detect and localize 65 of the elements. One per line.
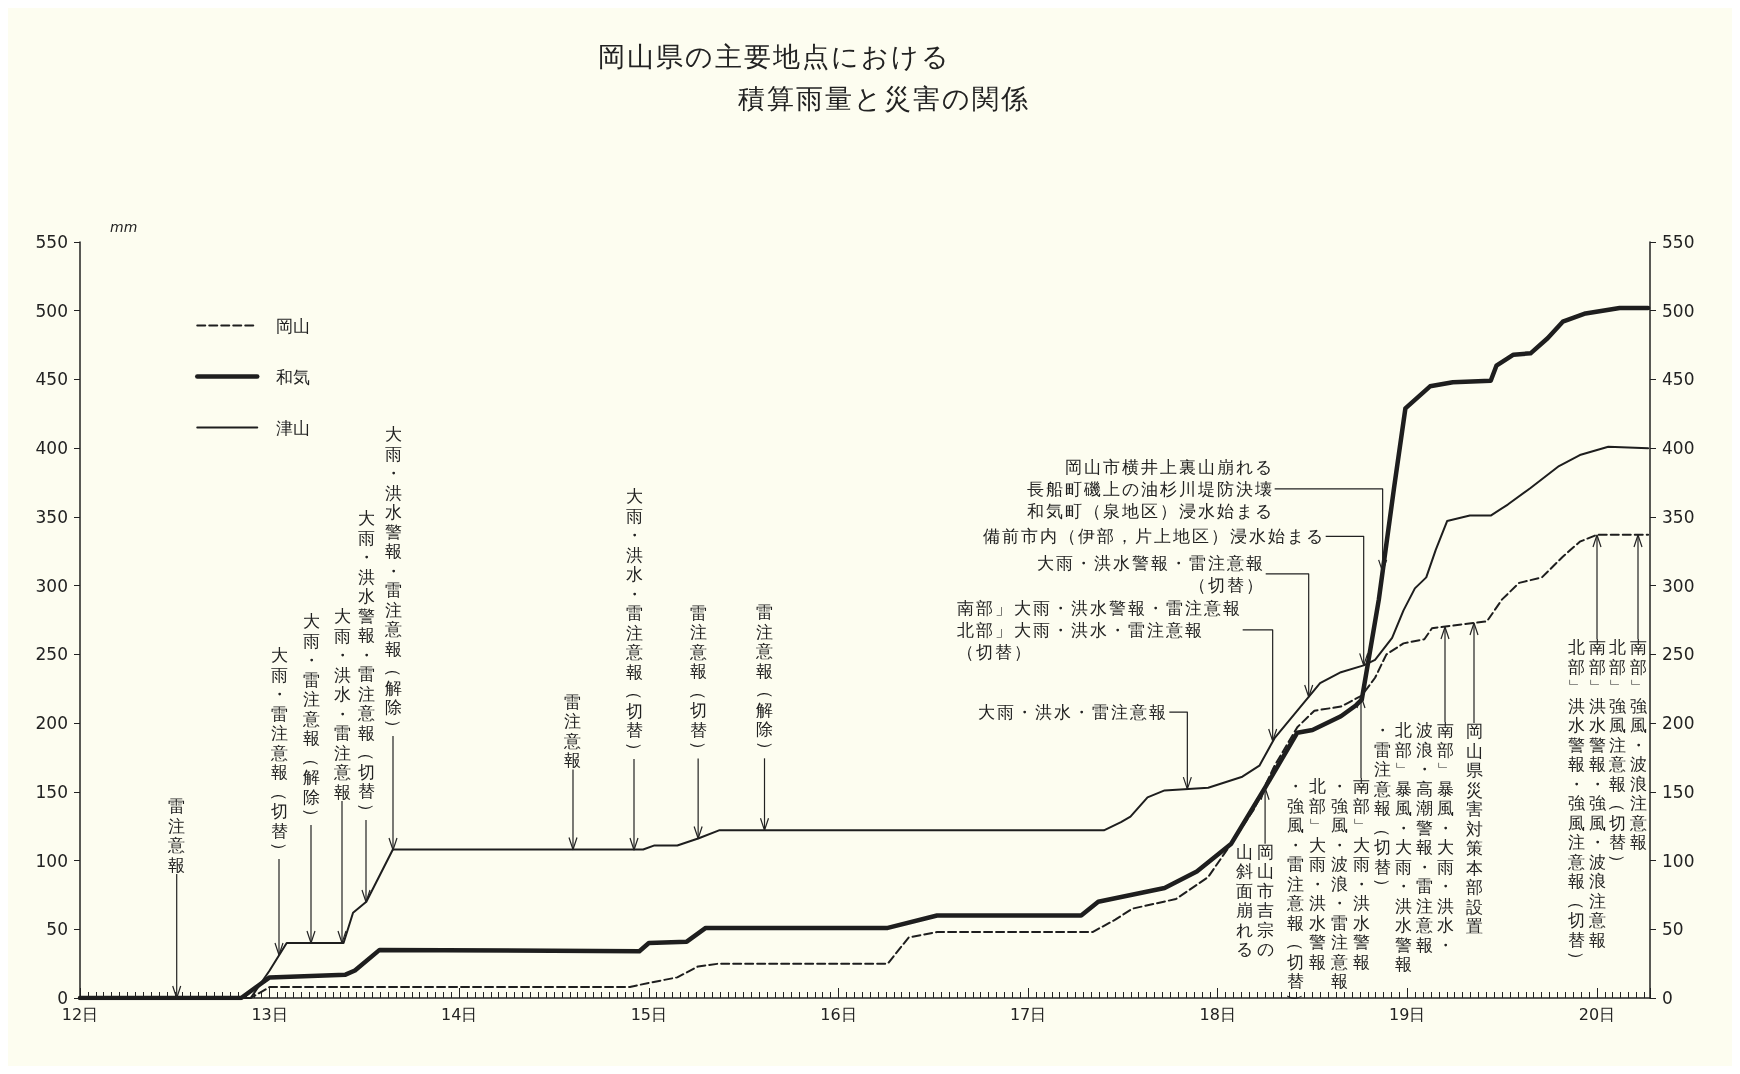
y-tick-label: 200	[35, 713, 68, 734]
y2-tick-label: 450	[1662, 369, 1695, 390]
chart-title: 岡山県の主要地点における積算雨量と災害の関係	[598, 40, 1030, 116]
text: 南部」洪水警報・強風・波浪注意報	[1587, 637, 1608, 950]
y-tick-label: 350	[35, 506, 68, 527]
y-axis-title: mm	[110, 219, 138, 235]
annotation: 雷注意報	[168, 796, 186, 875]
text: 南部」大雨・洪水警報	[1351, 776, 1372, 972]
text: 大雨・洪水警報・雷注意報（解除）	[383, 424, 404, 736]
y-tick-label: 500	[35, 300, 68, 321]
y-tick-label: 400	[35, 438, 68, 459]
y2-tick-label: 0	[1662, 988, 1673, 1008]
y-tick-label: 50	[46, 919, 68, 940]
legend-label: 津山	[276, 417, 311, 438]
text: 大雨・雷注意報（切替）	[269, 644, 290, 859]
text: 北部」強風注意報（切替）	[1607, 637, 1628, 871]
y2-tick-label: 300	[1662, 575, 1695, 596]
annotation: 岡山市吉宗の	[1256, 841, 1274, 960]
text: ・強風・波浪・雷注意報	[1330, 776, 1348, 991]
text: 岡山県災害対策本部設置	[1465, 721, 1483, 936]
y2-tick-label: 150	[1662, 781, 1695, 802]
text: 大雨・洪水・雷注意報（切替）	[624, 486, 645, 759]
y2-tick-label: 500	[1662, 300, 1695, 321]
y-tick-label: 250	[35, 644, 68, 665]
text: 波浪・高潮警報・雷注意報	[1415, 720, 1433, 955]
y2-tick-label: 200	[1662, 713, 1695, 734]
annotation: 山斜面崩れる	[1235, 841, 1253, 960]
x-tick-label: 14日	[441, 1004, 478, 1024]
x-tick-label: 15日	[630, 1004, 668, 1024]
y2-tick-label: 100	[1662, 850, 1695, 871]
y2-tick-label: 550	[1662, 232, 1695, 252]
x-tick-label: 13日	[251, 1004, 288, 1024]
y-tick-label: 300	[35, 575, 68, 596]
x-tick-label: 16日	[820, 1004, 857, 1024]
annotation: 南部」大雨・洪水警報・雷注意報北部」大雨・洪水・雷注意報（切替）	[956, 596, 1242, 664]
text: ・雷注意報（切替）	[1372, 720, 1393, 896]
annotation: 岡山市横井上裏山崩れる長船町磯上の油杉川堤防決壊和気町（泉地区）浸水始まる	[1026, 455, 1274, 523]
y-tick-label: 100	[35, 850, 68, 871]
x-tick-label: 18日	[1199, 1004, 1236, 1024]
text: 大雨・洪水・雷注意報	[333, 606, 351, 802]
x-tick-label: 17日	[1009, 1004, 1047, 1024]
annotation: 雷注意報（切替）	[688, 602, 709, 759]
text: 北部」洪水警報・強風注意報（切替）	[1566, 637, 1587, 969]
y2-tick-label: 50	[1662, 919, 1684, 940]
text: 北部」暴風・大雨・洪水警報	[1393, 720, 1414, 974]
text: 南部」暴風・大雨・洪水・	[1435, 720, 1456, 955]
legend-label: 岡山	[276, 315, 311, 336]
text: 南部」強風・波浪注意報	[1628, 637, 1649, 852]
y2-tick-label: 400	[1662, 438, 1695, 459]
text: 大雨・洪水警報・雷注意報（切替）	[356, 508, 377, 820]
y2-tick-label: 250	[1662, 644, 1695, 665]
annotation: 雷注意報	[564, 691, 582, 771]
y-tick-label: 450	[35, 369, 68, 390]
annotation: 雷注意報（解除）	[754, 602, 776, 759]
text: 北部」大雨・洪水警報	[1307, 776, 1328, 972]
text: 大雨・雷注意報（解除）	[301, 610, 322, 825]
annotation: 大雨・洪水警報・雷注意報（切替）	[1036, 551, 1265, 597]
annotation: 備前市内（伊部，片上地区）浸水始まる	[982, 525, 1325, 548]
y-tick-label: 550	[35, 232, 68, 252]
legend-label: 和気	[276, 366, 311, 387]
y2-tick-label: 350	[1662, 506, 1695, 527]
x-tick-label: 19日	[1389, 1004, 1426, 1024]
x-tick-label: 20日	[1578, 1004, 1616, 1024]
annotation: 大雨・洪水・雷注意報	[978, 701, 1169, 724]
y-tick-label: 150	[35, 781, 68, 802]
